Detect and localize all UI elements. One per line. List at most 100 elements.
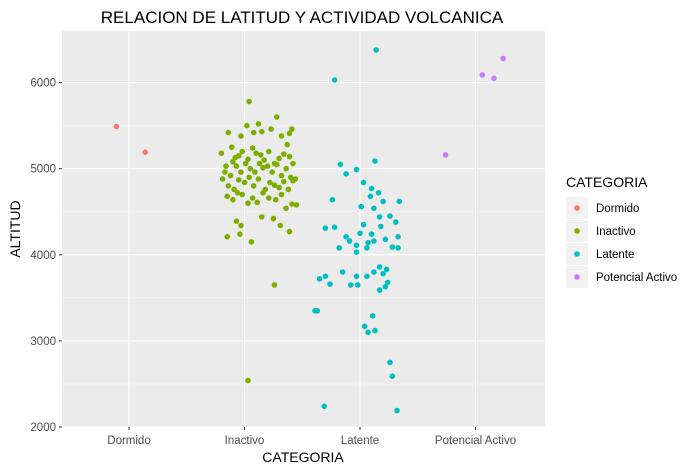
data-point xyxy=(289,201,295,207)
data-point xyxy=(252,169,258,175)
data-point xyxy=(225,129,232,136)
data-point xyxy=(371,269,377,275)
x-tick-label: Dormido xyxy=(107,435,150,447)
data-point xyxy=(321,403,328,410)
data-point xyxy=(269,169,276,175)
data-point xyxy=(266,195,272,201)
legend-label: Inactivo xyxy=(596,226,636,238)
data-point xyxy=(491,75,497,82)
data-point xyxy=(245,156,251,162)
data-point xyxy=(343,233,349,240)
data-point xyxy=(336,245,343,251)
data-point xyxy=(479,72,486,78)
y-tick-label: 3000 xyxy=(30,336,56,348)
data-point xyxy=(278,133,285,139)
data-point xyxy=(271,282,278,288)
chart-title: RELACION DE LATITUD Y ACTIVIDAD VOLCANIC… xyxy=(101,8,504,27)
data-point xyxy=(373,47,380,53)
data-point xyxy=(360,221,367,228)
data-point xyxy=(360,179,367,186)
data-point xyxy=(316,276,323,282)
data-point xyxy=(250,129,257,136)
data-point xyxy=(142,149,148,156)
data-point xyxy=(264,163,271,169)
data-point xyxy=(238,169,244,175)
data-point xyxy=(286,153,293,160)
data-point xyxy=(331,77,338,83)
data-point xyxy=(354,282,361,288)
y-tick-label: 6000 xyxy=(30,78,56,90)
data-point xyxy=(223,163,229,169)
data-point xyxy=(327,281,333,287)
data-point xyxy=(238,222,244,229)
data-point xyxy=(393,219,399,225)
x-tick-label: Latente xyxy=(341,435,379,447)
data-point xyxy=(277,222,284,229)
data-point xyxy=(368,185,375,192)
data-point xyxy=(387,213,393,219)
data-point xyxy=(224,193,230,200)
data-point xyxy=(371,238,377,244)
data-point xyxy=(113,123,120,130)
data-point xyxy=(346,238,353,244)
data-point xyxy=(235,153,242,159)
data-point xyxy=(290,160,296,167)
grid-major xyxy=(62,31,545,428)
data-point xyxy=(364,245,370,251)
data-point xyxy=(231,186,237,193)
data-point xyxy=(382,236,389,243)
data-point xyxy=(376,264,383,270)
legend-marker xyxy=(574,251,580,257)
data-point xyxy=(257,152,264,158)
data-point xyxy=(322,225,329,231)
data-point xyxy=(266,148,272,155)
data-point xyxy=(283,205,289,212)
data-point xyxy=(382,283,389,290)
data-point xyxy=(249,145,256,151)
data-point xyxy=(372,327,378,334)
y-axis-title: ALTITUD xyxy=(7,200,23,257)
data-point xyxy=(253,150,259,156)
legend-marker xyxy=(574,274,580,280)
data-point xyxy=(283,165,289,172)
x-tick-label: Inactivo xyxy=(225,435,265,447)
data-point xyxy=(274,114,280,120)
data-point xyxy=(278,172,285,179)
data-point xyxy=(376,287,383,293)
data-point xyxy=(394,407,400,414)
data-point xyxy=(248,239,255,245)
data-point xyxy=(271,182,278,188)
data-point xyxy=(322,273,329,280)
data-point xyxy=(384,279,391,286)
data-point xyxy=(237,231,243,237)
legend: CATEGORIA Dormido Inactivo Latente Potencia… xyxy=(566,174,677,288)
data-point xyxy=(230,159,236,165)
data-point xyxy=(241,179,248,186)
data-point xyxy=(348,282,354,288)
data-point xyxy=(249,195,256,201)
data-point xyxy=(286,130,293,137)
data-point xyxy=(256,160,263,167)
data-point xyxy=(242,160,249,167)
data-point xyxy=(353,249,360,255)
data-point xyxy=(357,230,363,237)
legend-marker xyxy=(574,228,580,234)
data-point xyxy=(365,329,371,336)
legend-label: Potencial Activo xyxy=(596,272,677,284)
data-point xyxy=(235,177,242,183)
legend-marker xyxy=(574,205,580,211)
data-point xyxy=(222,169,228,175)
data-point xyxy=(358,203,365,210)
data-point xyxy=(281,151,287,157)
data-point xyxy=(234,190,241,196)
data-point xyxy=(245,200,251,206)
data-point xyxy=(343,171,349,177)
data-point xyxy=(396,198,403,205)
data-point xyxy=(331,224,338,230)
data-point xyxy=(395,245,401,251)
legend-items: Dormido Inactivo Latente Potencial Activo xyxy=(566,197,677,288)
data-point xyxy=(500,55,507,62)
legend-label: Latente xyxy=(596,249,634,261)
data-point xyxy=(219,176,226,182)
